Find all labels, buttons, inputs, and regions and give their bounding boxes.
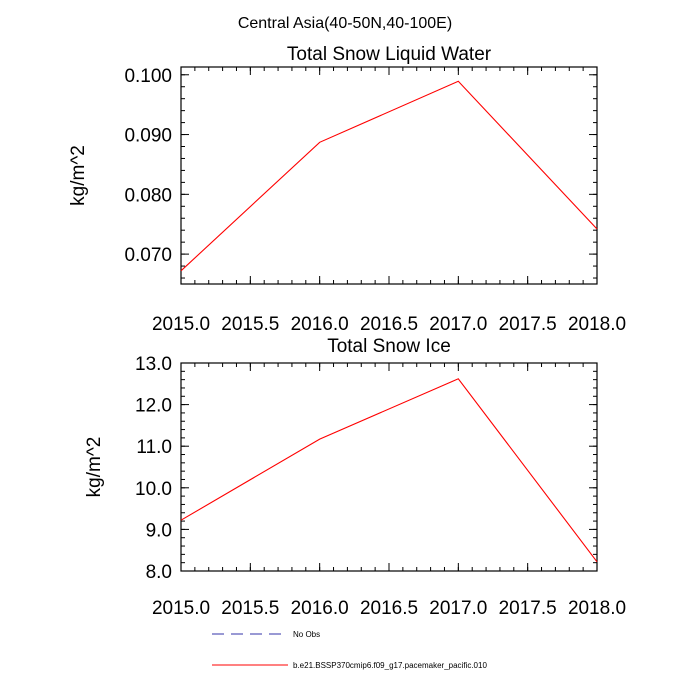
x-tick-label: 2016.0 <box>291 598 349 619</box>
y-tick-label: 11.0 <box>136 437 172 458</box>
y-axis-label: kg/m^2 <box>84 437 105 498</box>
y-tick-label: 0.090 <box>124 126 172 147</box>
x-tick-label: 2015.0 <box>152 314 210 335</box>
chart-panel-2: Total Snow Ice 2015.0 2015.5 2016.0 2016.5 20… <box>84 336 626 619</box>
plot-frame <box>180 66 598 285</box>
y-tick-label: 13.0 <box>135 354 172 375</box>
x-tick-label: 2017.0 <box>429 598 487 619</box>
y-tick-label: 0.100 <box>124 66 172 87</box>
x-tick-label: 2015.0 <box>152 598 210 619</box>
plot-frame <box>180 362 598 572</box>
legend-item-2: b.e21.BSSP370cmip6.f09_g17.pacemaker_pac… <box>212 661 487 670</box>
y-tick-label: 8.0 <box>146 562 172 583</box>
chart-title: Total Snow Liquid Water <box>287 44 492 65</box>
chart-panel-1: Total Snow Liquid Water 2015.0 2015.5 2016.… <box>68 44 626 335</box>
y-tick-label: 12.0 <box>135 396 172 417</box>
y-axis-label: kg/m^2 <box>68 145 89 206</box>
chart-title: Total Snow Ice <box>327 336 451 357</box>
x-tick-label: 2015.5 <box>221 598 279 619</box>
x-tick-label: 2017.5 <box>499 598 557 619</box>
main-title: Central Asia(40-50N,40-100E) <box>238 15 452 32</box>
y-tick-label: 10.0 <box>135 479 172 500</box>
x-tick-label: 2016.0 <box>291 314 349 335</box>
legend-label: b.e21.BSSP370cmip6.f09_g17.pacemaker_pac… <box>293 661 487 670</box>
series-line <box>180 378 598 563</box>
legend: No Obs b.e21.BSSP370cmip6.f09_g17.pacemak… <box>212 630 487 670</box>
x-tick-label: 2017.0 <box>429 314 487 335</box>
x-tick-label: 2017.5 <box>499 314 557 335</box>
legend-label: No Obs <box>293 630 320 639</box>
legend-item-1: No Obs <box>212 630 320 639</box>
y-tick-label: 0.080 <box>124 185 172 206</box>
series-line <box>180 80 598 272</box>
y-tick-label: 0.070 <box>124 245 172 266</box>
x-tick-label: 2018.0 <box>568 598 626 619</box>
x-tick-label: 2015.5 <box>221 314 279 335</box>
x-tick-label: 2016.5 <box>360 598 418 619</box>
y-tick-label: 9.0 <box>146 520 172 541</box>
x-tick-label: 2018.0 <box>568 314 626 335</box>
x-tick-label: 2016.5 <box>360 314 418 335</box>
